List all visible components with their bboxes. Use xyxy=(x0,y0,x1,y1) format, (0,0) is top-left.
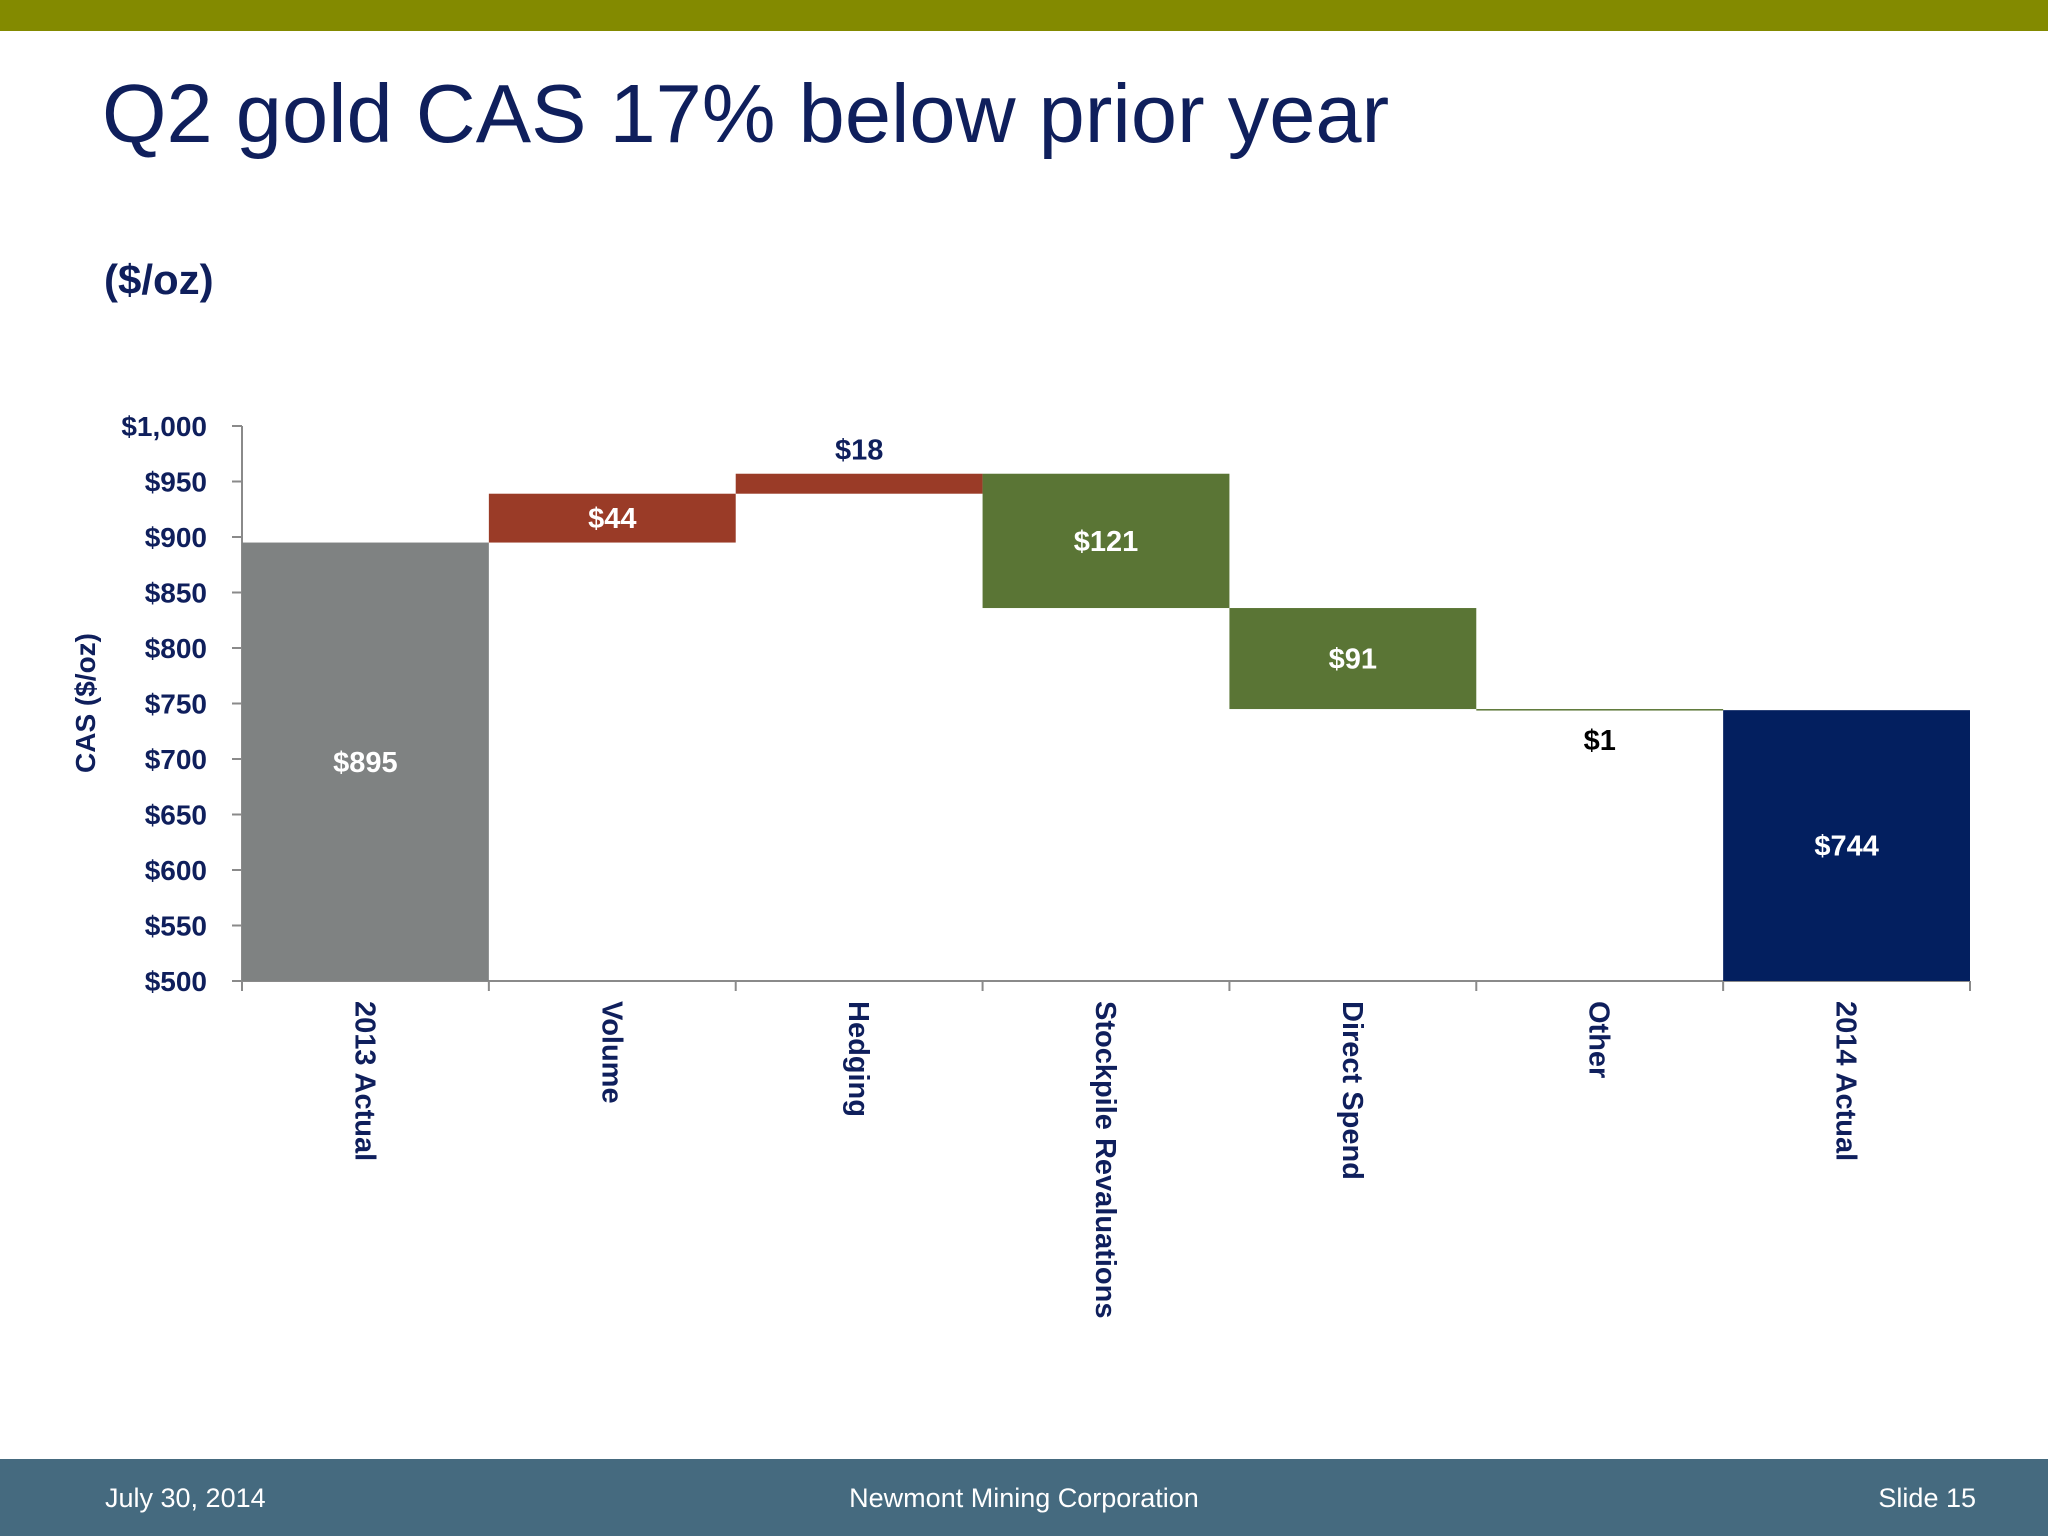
footer-slide-number: Slide 15 xyxy=(1878,1483,1976,1513)
data-label: $91 xyxy=(1329,644,1377,676)
category-label: Other xyxy=(1583,1001,1615,1078)
y-tick-label: $900 xyxy=(145,522,207,553)
slide-title: Q2 gold CAS 17% below prior year xyxy=(102,67,1390,160)
y-tick-label: $500 xyxy=(145,966,207,997)
bar-2013-actual xyxy=(242,542,489,981)
category-label: 2014 Actual xyxy=(1830,1001,1862,1161)
category-label: Hedging xyxy=(842,1001,874,1117)
footer-date: July 30, 2014 xyxy=(105,1483,266,1513)
y-tick-label: $700 xyxy=(145,744,207,775)
bar-stockpile-revaluations xyxy=(982,473,1230,609)
data-label: $1 xyxy=(1584,725,1616,757)
y-tick-label: $600 xyxy=(145,855,207,886)
y-tick-label: $850 xyxy=(145,578,207,609)
y-tick-label: $800 xyxy=(145,633,207,664)
bar-2014-actual xyxy=(1723,710,1970,981)
footer: July 30, 2014 Newmont Mining Corporation… xyxy=(0,1459,2048,1536)
y-tick-label: $550 xyxy=(145,911,207,942)
bar-hedging xyxy=(735,473,983,494)
category-label: Volume xyxy=(595,1001,627,1104)
footer-company: Newmont Mining Corporation xyxy=(849,1483,1199,1513)
category-label: 2013 Actual xyxy=(348,1001,380,1161)
category-label: Stockpile Revaluations xyxy=(1089,1001,1121,1319)
y-tick-label: $650 xyxy=(145,800,207,831)
y-tick-label: $950 xyxy=(145,467,207,498)
bar-other xyxy=(1476,709,1724,711)
category-label: Direct Spend xyxy=(1336,1001,1368,1180)
bar-direct-spend xyxy=(1229,608,1477,710)
data-label: $44 xyxy=(588,503,636,535)
y-axis-title: CAS ($/oz) xyxy=(70,633,101,773)
y-tick-label: $1,000 xyxy=(121,411,207,442)
data-label: $895 xyxy=(333,747,398,779)
top-accent-bar xyxy=(0,0,2048,31)
data-label: $121 xyxy=(1074,526,1139,558)
data-label: $18 xyxy=(835,435,883,467)
data-label: $744 xyxy=(1814,831,1879,863)
y-tick-label: $750 xyxy=(145,689,207,720)
bar-volume xyxy=(488,493,736,543)
units-label: ($/oz) xyxy=(104,256,214,303)
